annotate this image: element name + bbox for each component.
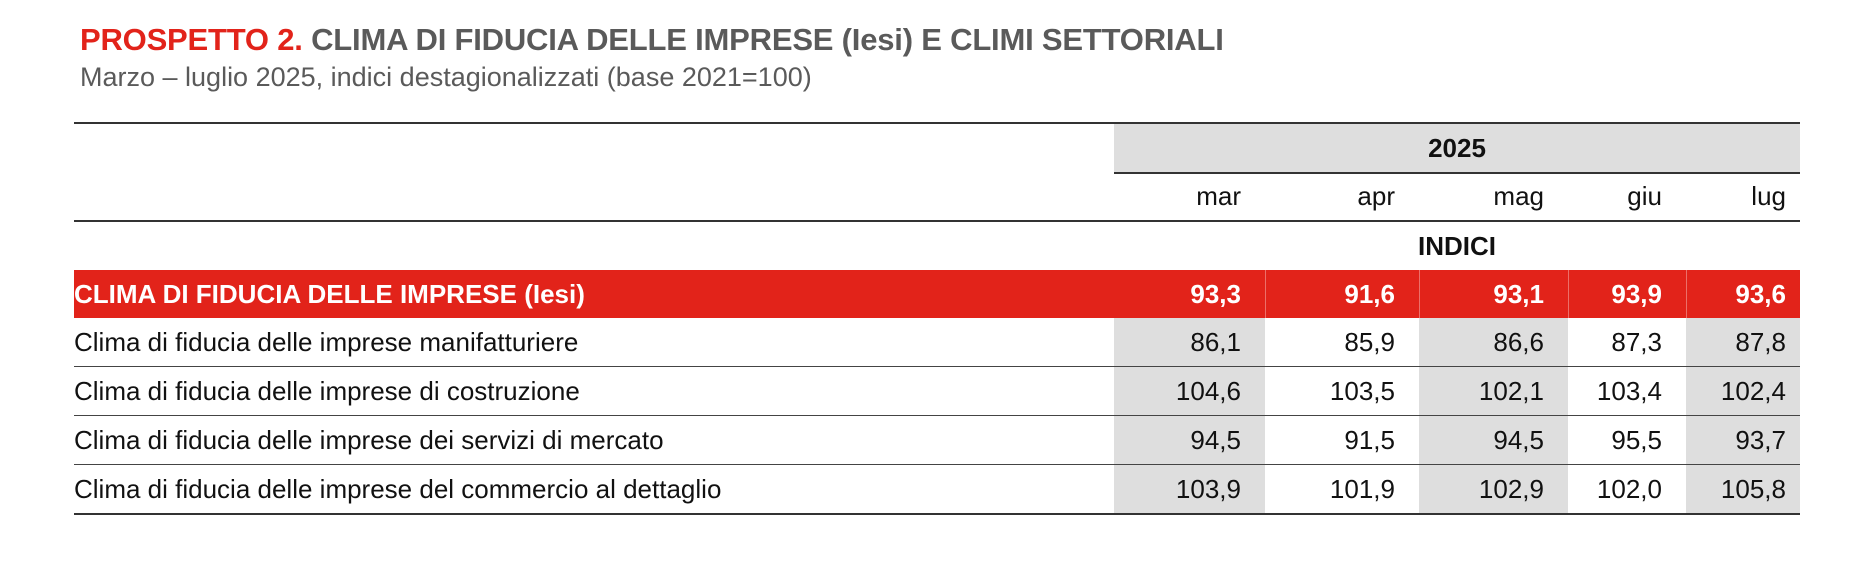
section-label: INDICI xyxy=(1418,230,1496,261)
headline-label: CLIMA DI FIDUCIA DELLE IMPRESE (Iesi) xyxy=(74,278,585,309)
row-value-mag: 102,1 xyxy=(1419,367,1568,415)
title-main: CLIMA DI FIDUCIA DELLE IMPRESE (Iesi) E … xyxy=(302,22,1224,57)
headline-value-giu: 93,9 xyxy=(1568,270,1686,318)
month-header-row: mar apr mag giu lug xyxy=(74,172,1800,222)
headline-value-mar: 93,3 xyxy=(1190,278,1241,309)
row-label: Clima di fiducia delle imprese manifattu… xyxy=(74,326,579,357)
row-value-giu: 95,5 xyxy=(1611,424,1662,455)
month-header-giu: giu xyxy=(1627,180,1662,211)
month-header-apr: apr xyxy=(1357,180,1395,211)
blank-header-cell xyxy=(74,124,1114,172)
row-value-lug: 102,4 xyxy=(1686,367,1800,415)
page-subtitle: Marzo – luglio 2025, indici destagionali… xyxy=(80,62,812,92)
section-row: INDICI xyxy=(74,222,1800,270)
title-prefix: PROSPETTO 2. xyxy=(80,22,303,57)
row-value-mag: 94,5 xyxy=(1419,416,1568,464)
row-value-lug: 93,7 xyxy=(1686,416,1800,464)
row-value-mag: 86,6 xyxy=(1419,318,1568,366)
table-row: Clima di fiducia delle imprese manifattu… xyxy=(74,318,1800,367)
headline-value-mag: 93,1 xyxy=(1419,270,1568,318)
row-label: Clima di fiducia delle imprese del comme… xyxy=(74,473,722,504)
month-header-mar: mar xyxy=(1196,180,1241,211)
row-value-apr: 91,5 xyxy=(1344,424,1395,455)
row-value-giu: 102,0 xyxy=(1596,473,1662,504)
month-header-lug: lug xyxy=(1751,180,1786,211)
row-value-lug: 87,8 xyxy=(1686,318,1800,366)
year-header-row: 2025 xyxy=(74,122,1800,174)
year-header: 2025 xyxy=(1114,124,1800,174)
row-value-mar: 104,6 xyxy=(1114,367,1265,415)
page-title: PROSPETTO 2. CLIMA DI FIDUCIA DELLE IMPR… xyxy=(80,22,1224,58)
row-label: Clima di fiducia delle imprese di costru… xyxy=(74,375,580,406)
row-value-mar: 94,5 xyxy=(1114,416,1265,464)
table-row: Clima di fiducia delle imprese dei servi… xyxy=(74,416,1800,465)
headline-value-lug: 93,6 xyxy=(1686,270,1800,318)
row-value-giu: 103,4 xyxy=(1596,375,1662,406)
data-table: 2025 mar apr mag giu lug INDICI CLIMA DI… xyxy=(74,122,1800,515)
title-block: PROSPETTO 2. CLIMA DI FIDUCIA DELLE IMPR… xyxy=(80,22,1224,93)
row-value-apr: 103,5 xyxy=(1329,375,1395,406)
row-value-lug: 105,8 xyxy=(1686,465,1800,513)
blank-section-label xyxy=(74,222,1114,270)
row-value-apr: 85,9 xyxy=(1344,326,1395,357)
month-header-mag: mag xyxy=(1493,180,1544,211)
headline-value-apr: 91,6 xyxy=(1265,270,1419,318)
row-value-mar: 103,9 xyxy=(1114,465,1265,513)
table-row: Clima di fiducia delle imprese del comme… xyxy=(74,465,1800,515)
blank-month-label xyxy=(74,172,1114,220)
headline-row: CLIMA DI FIDUCIA DELLE IMPRESE (Iesi) 93… xyxy=(74,270,1800,318)
row-value-mag: 102,9 xyxy=(1419,465,1568,513)
row-value-apr: 101,9 xyxy=(1329,473,1395,504)
table-row: Clima di fiducia delle imprese di costru… xyxy=(74,367,1800,416)
row-label: Clima di fiducia delle imprese dei servi… xyxy=(74,424,664,455)
row-value-giu: 87,3 xyxy=(1611,326,1662,357)
row-value-mar: 86,1 xyxy=(1114,318,1265,366)
